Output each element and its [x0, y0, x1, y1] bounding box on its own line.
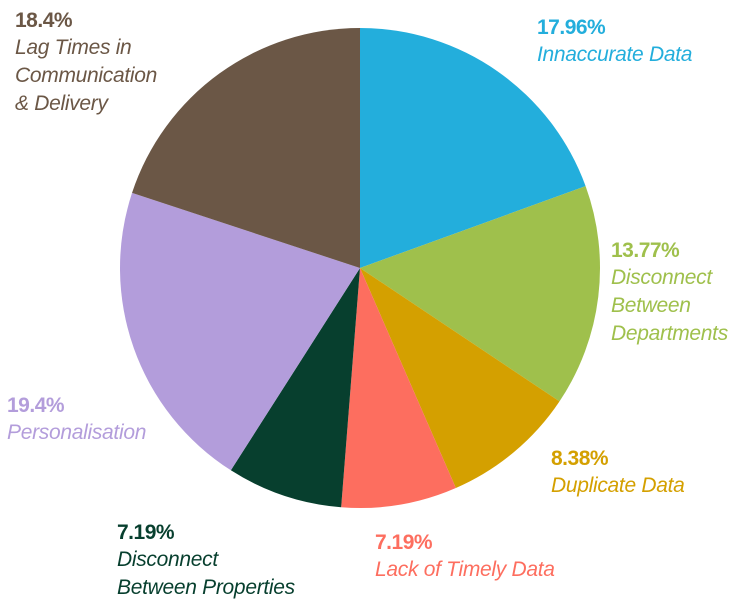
slice [360, 28, 586, 268]
category-label: Innaccurate Data [537, 43, 693, 66]
slice-label: 17.96% Innaccurate Data [537, 15, 692, 69]
slice-label: 13.77% Disconnect Between Departments [611, 238, 728, 348]
slice-label: 18.4% Lag Times in Communication & Delive… [15, 8, 157, 118]
slice-label: 19.4% Personalisation [7, 393, 146, 447]
slice [230, 268, 360, 508]
slice [119, 192, 361, 471]
slice-label: 8.38% Duplicate Data [551, 446, 685, 500]
value-label: 18.4% [15, 9, 73, 32]
value-label: 8.38% [551, 447, 609, 470]
value-label: 7.19% [117, 521, 175, 544]
slice-label: 7.19% Lack of Timely Data [375, 530, 555, 584]
slice [360, 268, 560, 489]
slice [341, 268, 456, 508]
category-label: Lag Times in Communication & Delivery [15, 36, 157, 115]
value-label: 17.96% [537, 16, 606, 39]
category-label: Personalisation [7, 421, 147, 444]
slice [132, 28, 360, 268]
category-label: Disconnect Between Departments [611, 266, 728, 345]
value-label: 19.4% [7, 394, 65, 417]
slice-label: 7.19% Disconnect Between Properties [117, 520, 295, 602]
value-label: 7.19% [375, 531, 433, 554]
category-label: Lack of Timely Data [375, 558, 555, 581]
category-label: Disconnect Between Properties [117, 548, 295, 599]
category-label: Duplicate Data [551, 474, 685, 497]
value-label: 13.77% [611, 239, 680, 262]
slice [360, 186, 601, 402]
